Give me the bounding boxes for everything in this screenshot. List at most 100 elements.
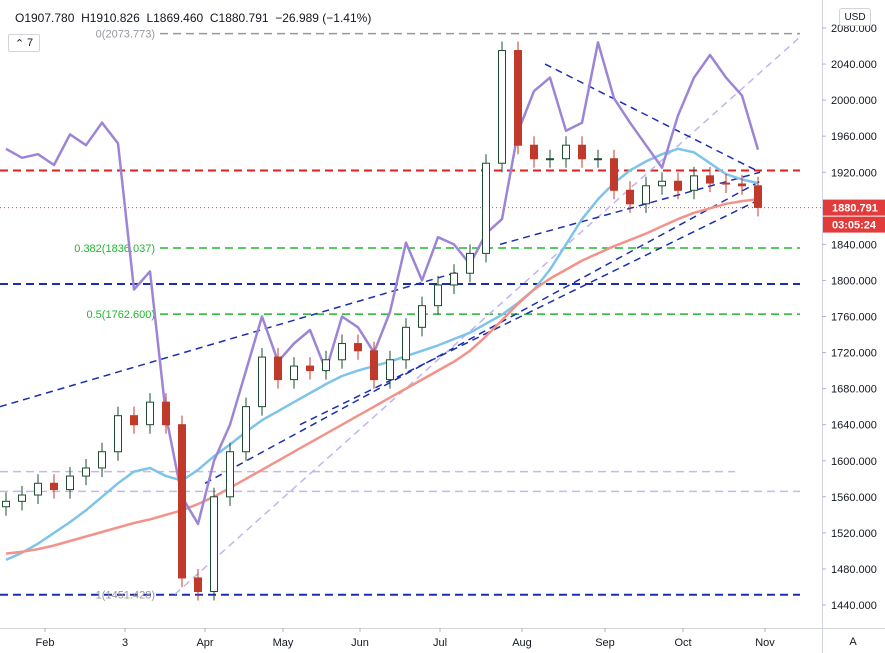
ohlc-open: O1907.780 (15, 11, 75, 25)
candle-body (146, 401, 154, 426)
fib-level-label: 0.382(1836.037) (74, 243, 155, 255)
indicator-toggle-button[interactable]: ⌃ 7 (8, 34, 40, 52)
price-tick-label: 1960.000 (831, 131, 877, 143)
candle-body (610, 158, 618, 191)
candle-body (162, 401, 170, 426)
time-tick-label: Jun (351, 637, 369, 649)
candle-body (2, 500, 10, 508)
candle-body (402, 326, 410, 361)
candle-body (658, 180, 666, 187)
price-tick-label: 1640.000 (831, 420, 877, 432)
candle-body (674, 180, 682, 191)
candle-body (34, 482, 42, 496)
trend-line (0, 270, 461, 408)
fib-level-label: 0(2073.773) (96, 29, 155, 41)
time-tick-label: May (273, 637, 294, 649)
candle-body (210, 496, 218, 592)
candle-body (322, 359, 330, 372)
price-tick-label: 1680.000 (831, 384, 877, 396)
indicator-count: 7 (27, 37, 34, 49)
candle-body (82, 467, 90, 477)
time-tick-label: Nov (755, 637, 775, 649)
candle-body (194, 577, 202, 592)
candle-body (306, 365, 314, 372)
candle-body (706, 175, 714, 184)
purple-overlay-series (5, 41, 760, 526)
price-tick-label: 1480.000 (831, 564, 877, 576)
time-axis[interactable]: Feb 3 Apr May Jun Jul Aug Sep Oct Nov (36, 628, 776, 649)
time-tick-label: Apr (196, 637, 213, 649)
candle-body (642, 185, 650, 205)
price-tick-label: 1920.000 (831, 167, 877, 179)
candle-body (242, 406, 250, 453)
auto-scale-button[interactable]: A (849, 636, 857, 648)
sma-red-series (5, 198, 759, 555)
candle-body (450, 272, 458, 286)
fib-level-label: 1(1451.428) (96, 590, 155, 602)
trend-line (204, 180, 761, 484)
sma-blue-series (5, 147, 759, 562)
time-tick-label: Jul (433, 637, 447, 649)
candle-body (386, 359, 394, 381)
time-tick-label: Oct (674, 637, 691, 649)
candle-body (690, 175, 698, 191)
candle-body (114, 415, 122, 453)
candle-body (226, 451, 234, 498)
candle-body (498, 50, 506, 164)
price-tick-label: 1840.000 (831, 239, 877, 251)
price-tick-label: 1760.000 (831, 312, 877, 324)
price-tick-label: 2000.000 (831, 95, 877, 107)
time-tick-label: Aug (512, 637, 532, 649)
candle-body (50, 482, 58, 491)
price-tick-label: 1520.000 (831, 528, 877, 540)
chevron-up-icon: ⌃ (14, 37, 25, 50)
time-tick-label: Feb (36, 637, 55, 649)
candle-body (722, 182, 730, 185)
last-price-label: 1880.791 (832, 203, 878, 215)
candle-body (482, 162, 490, 254)
plot-area: 0(2073.773) 0.382(1836.037) 0.5(1762.600) 1… (0, 29, 822, 602)
candle-body (578, 144, 586, 160)
candle-body (370, 350, 378, 381)
trend-line (544, 63, 761, 173)
candle-body (562, 144, 570, 160)
candle-body (130, 415, 138, 426)
candle-body (530, 144, 538, 160)
price-tick-label: 1560.000 (831, 492, 877, 504)
candle-body (626, 189, 634, 205)
ohlc-change: −26.989 (−1.41%) (275, 11, 372, 25)
price-axis[interactable]: 2080.000 2040.000 2000.000 1960.000 1920.000… (822, 23, 885, 612)
price-tick-label: 1720.000 (831, 348, 877, 360)
candle-body (66, 475, 74, 491)
ohlc-header: O1907.780 H1910.826 L1869.460 C1880.791 … (15, 11, 371, 25)
candle-body (466, 252, 474, 274)
candle-body (738, 183, 746, 187)
trend-line (299, 198, 761, 426)
candle-body (98, 451, 106, 469)
candle-body (178, 424, 186, 579)
ohlc-low: L1869.460 (146, 11, 204, 25)
currency-button[interactable]: USD (839, 8, 871, 26)
candle-body (18, 494, 26, 502)
candle-body (354, 343, 362, 352)
price-tick-label: 1440.000 (831, 600, 877, 612)
time-tick-label: Sep (595, 637, 615, 649)
candle-body (274, 356, 282, 381)
price-tick-label: 2080.000 (831, 23, 877, 35)
candle-body (546, 158, 554, 161)
ohlc-high: H1910.826 (81, 11, 140, 25)
ohlc-close: C1880.791 (209, 11, 269, 25)
candle-body (258, 356, 266, 408)
trend-line (174, 36, 801, 595)
candle-body (434, 284, 442, 307)
candle-body (338, 343, 346, 361)
time-tick-label: 3 (122, 637, 128, 649)
countdown-label: 03:05:24 (832, 220, 877, 232)
candle-body (418, 305, 426, 328)
candle-body (754, 185, 762, 208)
price-tick-label: 1800.000 (831, 275, 877, 287)
candle-body (514, 50, 522, 146)
price-tick-label: 2040.000 (831, 59, 877, 71)
